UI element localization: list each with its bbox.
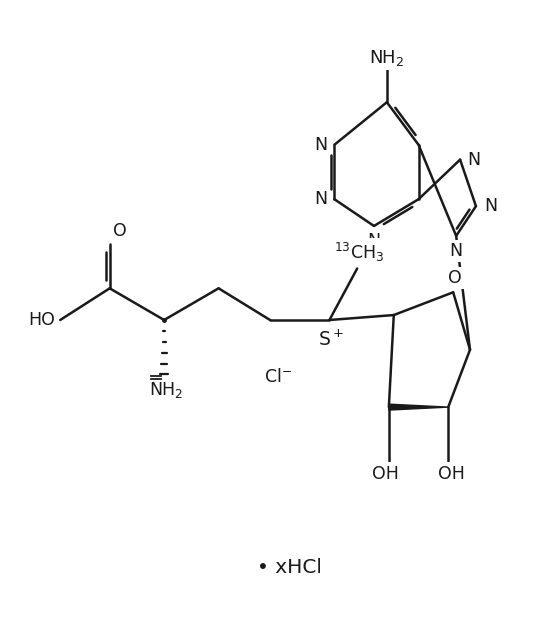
Text: • xHCl: • xHCl — [257, 558, 322, 577]
Text: NH$_2$: NH$_2$ — [369, 47, 404, 68]
Text: N: N — [315, 190, 327, 208]
Text: HO: HO — [29, 311, 55, 329]
Text: S$^+$: S$^+$ — [318, 330, 344, 350]
Text: Cl$^{-}$: Cl$^{-}$ — [264, 369, 292, 387]
Text: OH: OH — [438, 465, 465, 483]
Text: N: N — [315, 136, 327, 154]
Polygon shape — [389, 404, 448, 410]
Text: N: N — [467, 150, 480, 168]
Text: NH$_2$: NH$_2$ — [149, 380, 183, 401]
Text: $^{13}$CH$_3$: $^{13}$CH$_3$ — [334, 241, 384, 264]
Text: O: O — [113, 222, 127, 240]
Text: N: N — [367, 232, 381, 250]
Text: N: N — [484, 197, 497, 215]
Text: OH: OH — [372, 465, 399, 483]
Text: N: N — [449, 242, 463, 260]
Text: O: O — [448, 269, 462, 287]
